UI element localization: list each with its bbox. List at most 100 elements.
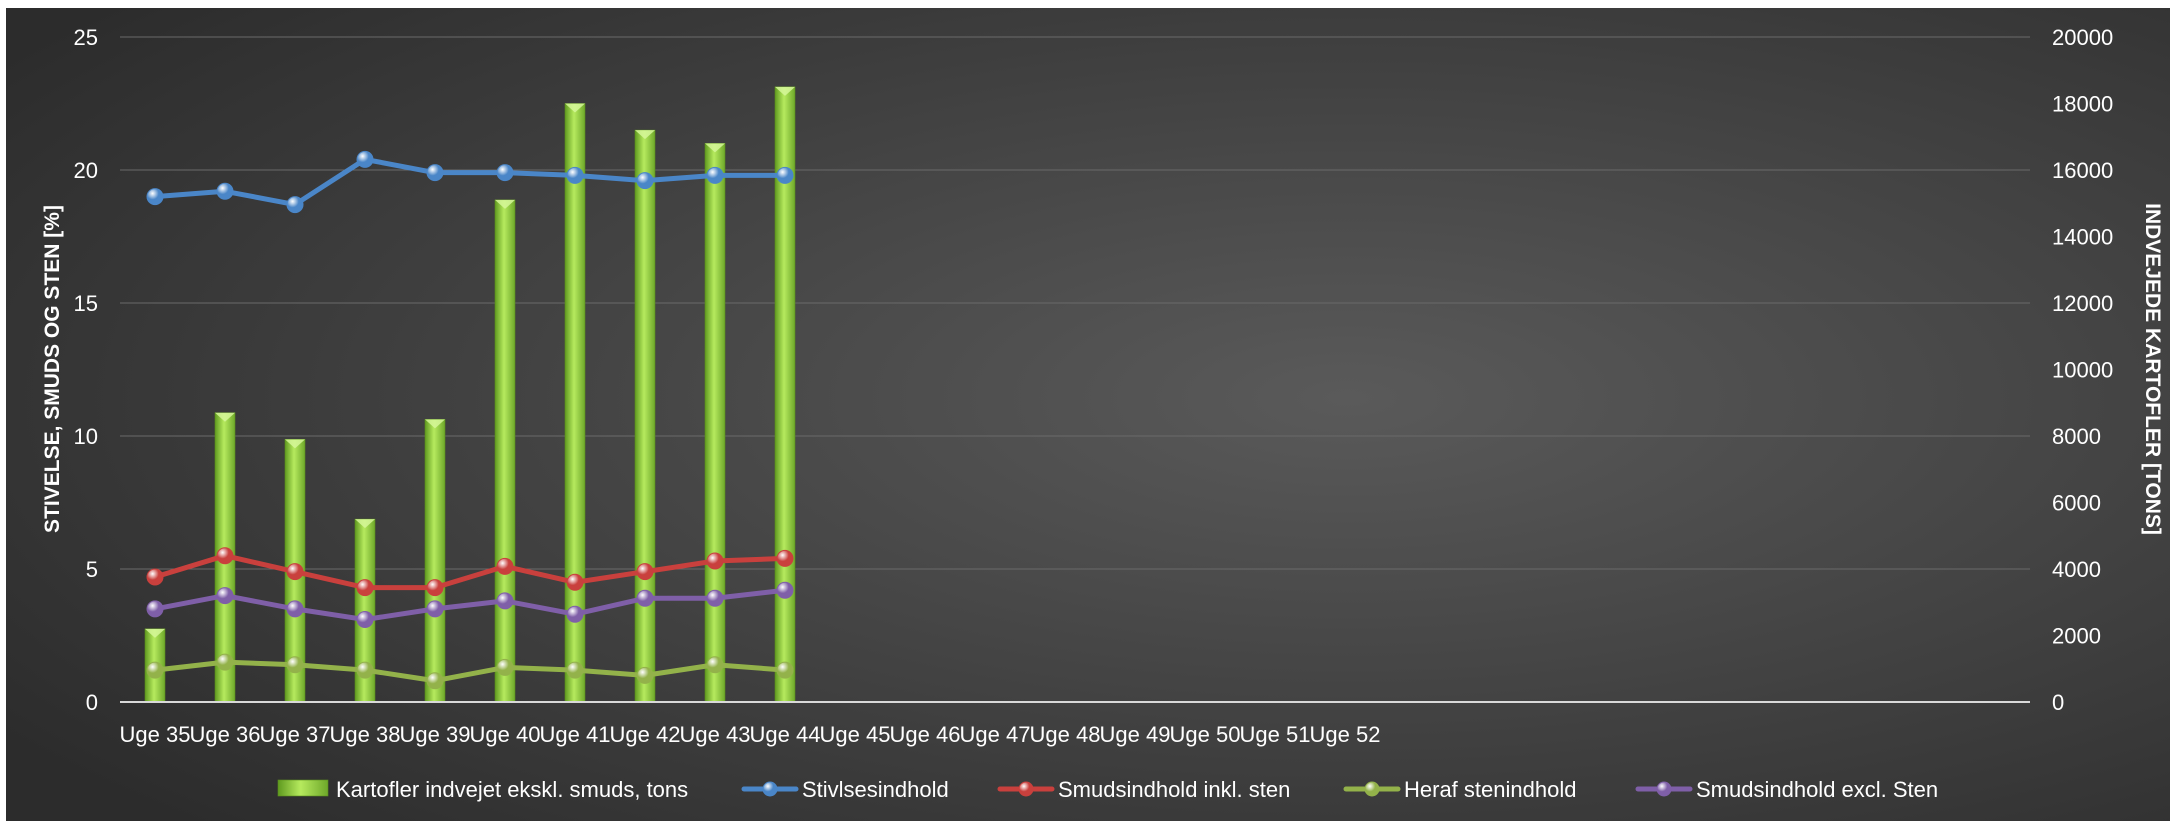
data-point [566, 166, 584, 184]
bar-cap [285, 439, 305, 449]
chart-area: 0 5 10 15 20 25 0 2000 4000 6000 8000 10000 12000 140… [6, 8, 2170, 821]
bar-cap [215, 412, 235, 422]
data-point [636, 172, 654, 190]
x-tick-label: Uge 40 [470, 722, 541, 747]
x-tick-label: Uge 50 [1170, 722, 1241, 747]
data-point [146, 568, 164, 586]
x-tick-label: Uge 36 [190, 722, 261, 747]
data-point [706, 166, 724, 184]
data-point [636, 563, 654, 581]
legend-item: Smudsindhold excl. Sten [1635, 777, 1938, 802]
legend-item: Heraf stenindhold [1343, 777, 1576, 802]
data-point [566, 605, 584, 623]
series-line [152, 553, 788, 591]
series-line [152, 156, 788, 208]
data-point [776, 166, 794, 184]
legend-swatch-marker [1364, 781, 1380, 797]
y-left-tick-label: 20 [74, 158, 98, 183]
data-point [286, 600, 304, 618]
data-point [776, 549, 794, 567]
x-tick-label: Uge 41 [540, 722, 611, 747]
chart-background [6, 8, 2170, 821]
combo-chart: 0 5 10 15 20 25 0 2000 4000 6000 8000 10000 12000 140… [6, 8, 2170, 821]
data-point [706, 589, 724, 607]
y-right-tick-label: 16000 [2052, 158, 2113, 183]
legend-item: Stivlsesindhold [741, 777, 949, 802]
data-point [636, 589, 654, 607]
y-left-tick-label: 25 [74, 25, 98, 50]
bar-cap [355, 519, 375, 529]
legend-label: Stivlsesindhold [802, 777, 949, 802]
data-point [776, 581, 794, 599]
data-point [566, 573, 584, 591]
data-point [426, 672, 444, 690]
x-tick-label: Uge 42 [610, 722, 681, 747]
legend-item: Smudsindhold inkl. sten [997, 777, 1290, 802]
bar-cap [565, 103, 585, 113]
series-line [152, 659, 788, 684]
data-point [706, 552, 724, 570]
legend-swatch-marker [1018, 781, 1034, 797]
data-point [496, 658, 514, 676]
data-point [216, 182, 234, 200]
bar-cap [145, 628, 165, 638]
data-point [146, 600, 164, 618]
legend-label: Heraf stenindhold [1404, 777, 1576, 802]
y-right-tick-label: 18000 [2052, 92, 2113, 117]
x-tick-label: Uge 47 [960, 722, 1031, 747]
bar [494, 199, 516, 703]
x-tick-label: Uge 38 [330, 722, 401, 747]
x-tick-label: Uge 48 [1030, 722, 1101, 747]
bar-cap [775, 86, 795, 96]
y-right-tick-label: 6000 [2052, 491, 2101, 516]
y-right-tick-label: 0 [2052, 690, 2064, 715]
bar-cap [495, 199, 515, 209]
data-point [146, 188, 164, 206]
data-point [356, 611, 374, 629]
y-right-tick-label: 4000 [2052, 557, 2101, 582]
data-point [426, 600, 444, 618]
y-left-tick-label: 15 [74, 291, 98, 316]
data-point [636, 666, 654, 684]
x-tick-label: Uge 44 [750, 722, 821, 747]
data-point [496, 164, 514, 182]
y-left-tick-label: 10 [74, 424, 98, 449]
data-point [216, 653, 234, 671]
data-point [706, 656, 724, 674]
data-point [286, 563, 304, 581]
data-point [286, 656, 304, 674]
data-point [776, 661, 794, 679]
y-left-axis-title: STIVELSE, SMUDS OG STEN [%] [41, 205, 64, 533]
x-tick-label: Uge 43 [680, 722, 751, 747]
x-tick-label: Uge 52 [1310, 722, 1381, 747]
legend-item: Kartofler indvejet ekskl. smuds, tons [277, 777, 688, 802]
y-right-tick-label: 14000 [2052, 225, 2113, 250]
bar [704, 143, 726, 703]
bar [634, 129, 656, 703]
bar-cap [635, 130, 655, 140]
legend-swatch-marker [762, 781, 778, 797]
legend-label: Smudsindhold inkl. sten [1058, 777, 1290, 802]
data-point [426, 164, 444, 182]
legend-swatch-bar [277, 779, 329, 797]
y-right-tick-label: 12000 [2052, 291, 2113, 316]
x-tick-label: Uge 51 [1240, 722, 1311, 747]
data-point [566, 661, 584, 679]
bar-cap [705, 143, 725, 153]
bar-cap [425, 419, 445, 429]
data-point [496, 592, 514, 610]
x-tick-label: Uge 49 [1100, 722, 1171, 747]
data-point [216, 547, 234, 565]
x-tick-label: Uge 35 [120, 722, 191, 747]
data-point [356, 579, 374, 597]
data-point [216, 587, 234, 605]
legend-label: Kartofler indvejet ekskl. smuds, tons [336, 777, 688, 802]
x-tick-label: Uge 37 [260, 722, 331, 747]
data-point [146, 661, 164, 679]
y-right-axis-title: INDVEJEDE KARTOFLER [TONS] [2141, 203, 2164, 535]
y-right-tick-label: 2000 [2052, 624, 2101, 649]
y-right-tick-label: 8000 [2052, 424, 2101, 449]
legend-label: Smudsindhold excl. Sten [1696, 777, 1938, 802]
data-point [496, 557, 514, 575]
x-tick-label: Uge 46 [890, 722, 961, 747]
